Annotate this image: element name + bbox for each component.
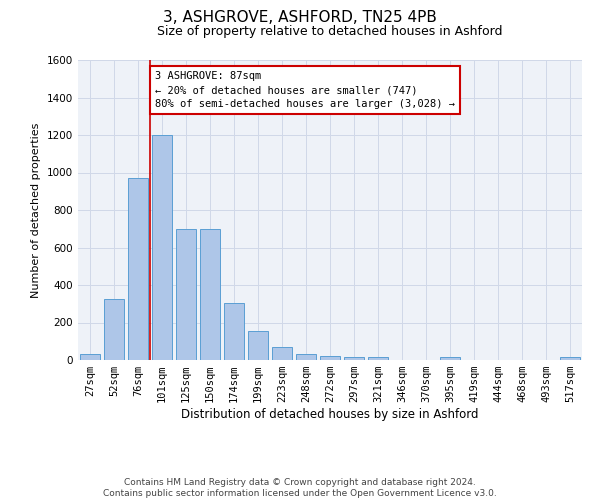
Bar (560, 357, 580, 360)
Bar (200, 229, 220, 360)
Text: Contains HM Land Registry data © Crown copyright and database right 2024.
Contai: Contains HM Land Registry data © Crown c… (103, 478, 497, 498)
Bar (104, 299, 124, 360)
Bar (128, 178, 148, 360)
Title: Size of property relative to detached houses in Ashford: Size of property relative to detached ho… (157, 25, 503, 38)
Bar (176, 229, 196, 360)
Bar (272, 347, 292, 360)
Y-axis label: Number of detached properties: Number of detached properties (31, 122, 41, 298)
Text: 3 ASHGROVE: 87sqm
← 20% of detached houses are smaller (747)
80% of semi-detache: 3 ASHGROVE: 87sqm ← 20% of detached hous… (155, 71, 455, 110)
Bar (320, 356, 340, 360)
Bar (248, 331, 268, 360)
Bar (440, 357, 460, 360)
X-axis label: Distribution of detached houses by size in Ashford: Distribution of detached houses by size … (181, 408, 479, 421)
Bar (296, 354, 316, 360)
Text: 3, ASHGROVE, ASHFORD, TN25 4PB: 3, ASHGROVE, ASHFORD, TN25 4PB (163, 10, 437, 25)
Bar (344, 357, 364, 360)
Bar (224, 303, 244, 360)
Bar (152, 135, 172, 360)
Bar (80, 354, 100, 360)
Bar (368, 357, 388, 360)
